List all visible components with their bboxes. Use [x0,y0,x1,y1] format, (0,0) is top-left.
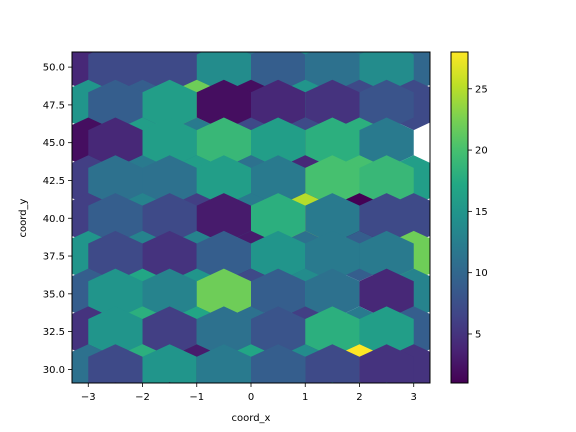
hex-cell [251,52,306,93]
hex-cell [359,193,414,244]
hex-cell [275,381,281,383]
colorbar-tick-label: 15 [475,207,488,218]
hex-cell [88,306,143,357]
y-tick-label: 35.0 [43,289,65,300]
y-tick-label: 32.5 [43,327,65,338]
x-axis-label: coord_x [232,413,271,424]
y-tick-label: 42.5 [43,176,65,187]
hex-cell [196,268,251,320]
hex-cell [305,306,360,357]
hex-cell [251,79,306,131]
hex-cell [88,52,143,93]
hex-cell [305,79,360,131]
colorbar-tick-label: 5 [475,329,481,340]
hex-cell [113,381,118,383]
hex-cell [305,344,360,383]
hex-cell [88,344,143,383]
hex-cell [88,193,143,244]
hex-cell [196,155,251,206]
hex-cell [251,306,306,357]
x-tick-label: 0 [248,392,254,403]
hex-cell [305,230,360,282]
hex-cell [359,155,414,206]
hex-cell [196,79,251,131]
hex-cell [305,193,360,244]
hex-cell [142,230,197,282]
hex-cell [251,155,306,206]
hex-cell [86,381,91,383]
y-tick-label: 50.0 [43,63,65,74]
hex-cell [330,381,335,383]
hex-cell [88,230,143,282]
hex-cell [88,268,143,320]
hex-cell [384,381,389,383]
hex-cell [251,268,306,320]
y-tick-label: 40.0 [43,214,65,225]
hex-cell [167,381,172,383]
x-tick-label: −3 [81,392,96,403]
hex-cell [140,381,145,383]
hex-cell [142,268,197,320]
x-tick-label: 3 [411,392,417,403]
hex-cell [142,344,197,383]
colorbar-tick-label: 25 [475,84,488,95]
hex-cell [142,117,197,168]
hex-cell [411,381,416,383]
hex-cell [251,344,306,383]
hex-cell [303,381,308,383]
hex-cell [196,52,251,93]
hex-cell [196,306,251,357]
hex-cell [221,381,227,383]
hex-cell [142,306,197,357]
hexbin-cells [72,52,430,383]
hex-cell [196,344,251,383]
hex-cell [196,230,251,282]
hex-cell [305,268,360,320]
y-tick-label: 37.5 [43,252,65,263]
hex-cell [359,230,414,282]
y-axis: 30.0 32.5 35.0 37.5 40.0 42.5 45.0 47.5 50.0 [43,63,72,376]
x-tick-label: 2 [356,392,362,403]
hex-cell [359,306,414,357]
hex-cell [88,155,143,206]
x-tick-label: −2 [135,392,150,403]
colorbar-tick-label: 10 [475,268,488,279]
x-tick-label: −1 [189,392,204,403]
hex-cell [305,117,360,168]
colorbar-ticks: 5 10 15 20 25 [468,84,488,340]
y-axis-label: coord_y [18,198,29,237]
hex-cell [142,79,197,131]
colorbar: 5 10 15 20 25 [450,51,488,384]
colorbar-frame [450,51,469,384]
x-tick-label: 1 [302,392,308,403]
x-axis: −3 −2 −1 0 1 2 3 [81,383,417,403]
y-tick-label: 47.5 [43,100,65,111]
hex-cell [359,117,414,168]
hex-cell [142,193,197,244]
hex-cell [359,268,414,320]
hex-cell [142,52,197,93]
hex-cell [305,52,360,93]
hex-cell [194,381,199,383]
hex-cell [357,381,362,383]
hex-cell [88,117,143,168]
hex-cell [196,117,251,168]
hex-cell [88,79,143,131]
hex-cell [359,52,414,93]
y-tick-label: 30.0 [43,365,65,376]
hex-cell [251,193,306,244]
colorbar-tick-label: 20 [475,146,488,157]
hex-cell [251,230,306,282]
hex-cell [359,79,414,131]
colorbar-gradient [451,52,468,383]
y-tick-label: 45.0 [43,138,65,149]
hex-cell [248,381,254,383]
hex-cell [196,193,251,244]
hex-cell [359,344,414,383]
hex-cell [251,117,306,168]
hex-cell [305,155,360,206]
hex-cell [142,155,197,206]
